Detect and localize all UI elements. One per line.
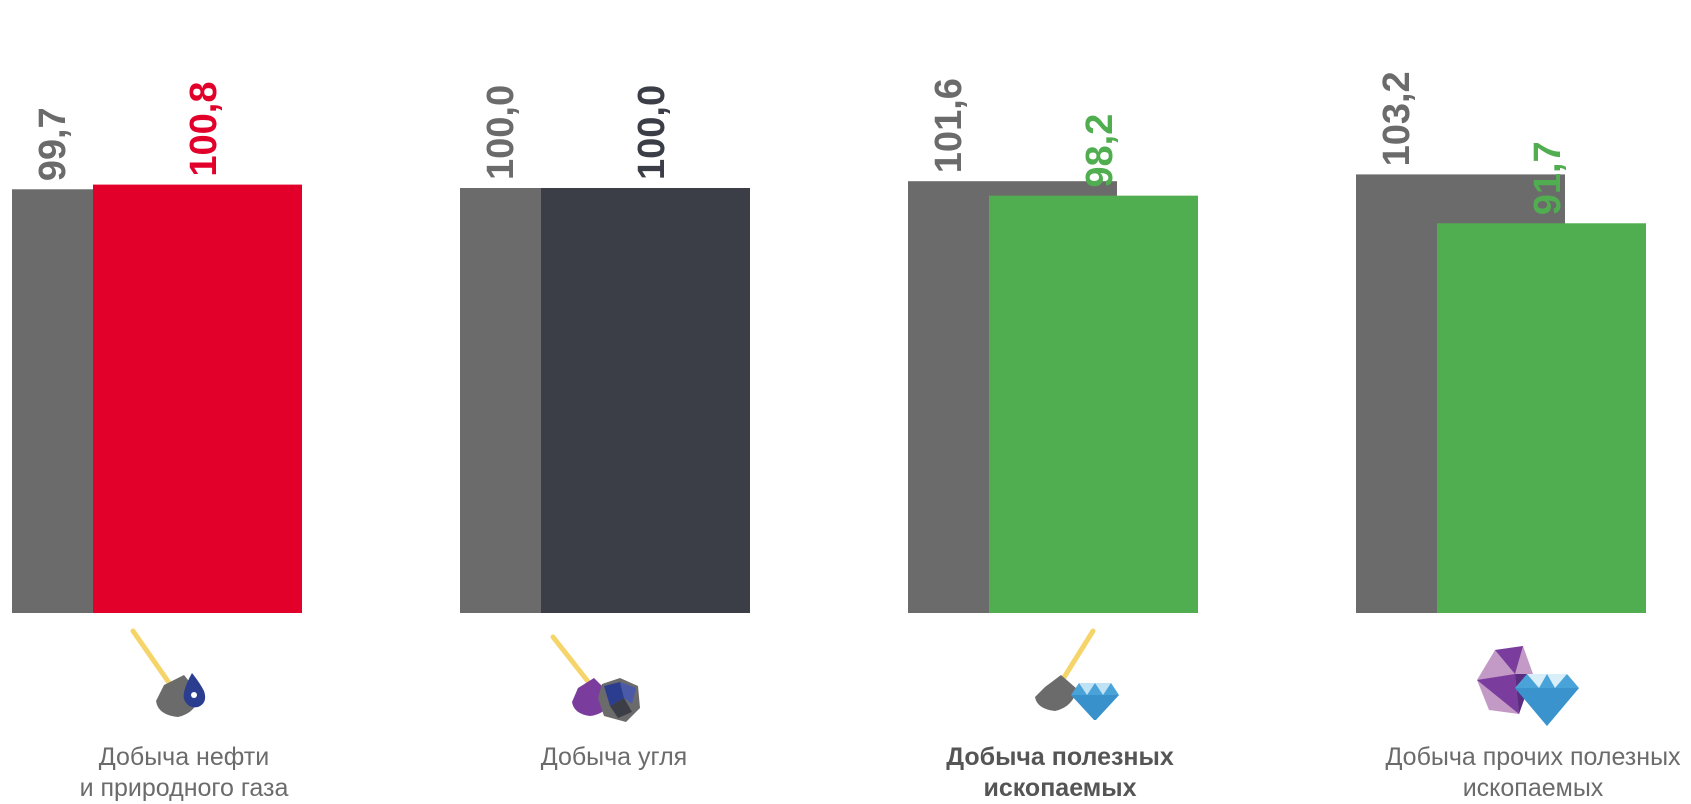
category-label-line: ископаемых <box>983 774 1137 802</box>
value-label-series-1-cat-0: 99,7 <box>32 107 74 181</box>
bar-series-2-cat-3 <box>1437 223 1646 613</box>
bar-series-2-cat-0 <box>93 184 302 613</box>
value-label-series-2-cat-2: 98,2 <box>1079 114 1121 188</box>
value-label-series-1-cat-2: 101,6 <box>928 78 970 173</box>
category-label-line: Добыча нефти <box>98 743 270 771</box>
category-label-line: ископаемых <box>1462 774 1604 802</box>
bars-layer <box>12 174 1646 613</box>
shovel-coal-icon <box>550 634 640 722</box>
category-label: Добыча угля <box>434 742 794 773</box>
category-label-line: Добыча полезных <box>946 743 1174 771</box>
value-labels-layer: 99,7 100,0 101,6 103,2 100,8 100,0 98,2 91,7 <box>32 71 1569 215</box>
category-label-line: Добыча угля <box>540 743 688 771</box>
category-label: Добыча полезных ископаемых <box>880 742 1240 804</box>
value-label-series-2-cat-1: 100,0 <box>631 85 673 180</box>
value-label-series-2-cat-0: 100,8 <box>183 82 225 177</box>
category-label: Добыча нефти и природного газа <box>4 742 364 804</box>
bar-series-2-cat-2 <box>989 195 1198 613</box>
category-label-line: Добыча прочих полезных <box>1385 743 1681 771</box>
bar-series-2-cat-1 <box>541 188 750 613</box>
gems-icon <box>1477 646 1579 726</box>
value-label-series-1-cat-1: 100,0 <box>480 85 522 180</box>
shovel-diamond-icon <box>1035 628 1119 720</box>
value-label-series-2-cat-3: 91,7 <box>1527 141 1569 215</box>
category-label: Добыча прочих полезных ископаемых <box>1368 742 1691 804</box>
category-label-line: и природного газа <box>79 774 289 802</box>
shovel-oil-drop-icon <box>130 628 206 717</box>
value-label-series-1-cat-3: 103,2 <box>1376 71 1418 166</box>
